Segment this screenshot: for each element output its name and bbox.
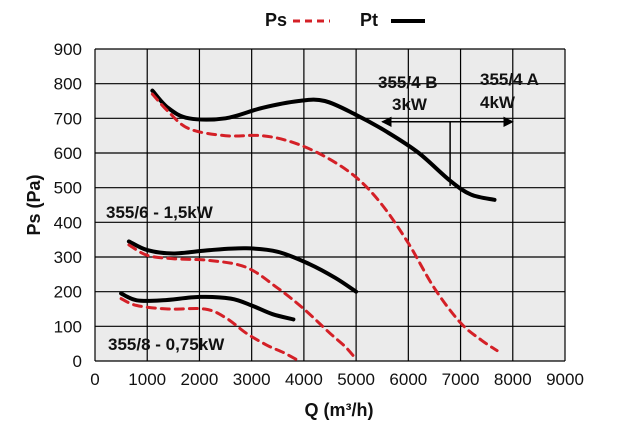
annotation-355-6: 355/6 - 1,5kW xyxy=(106,203,214,222)
legend: Ps Pt xyxy=(265,10,425,30)
y-axis-title: Ps (Pa) xyxy=(24,174,44,235)
legend-label-ps: Ps xyxy=(265,10,287,30)
x-tick-label: 4000 xyxy=(285,370,323,389)
y-tick-label: 900 xyxy=(54,40,82,59)
x-tick-label: 2000 xyxy=(181,370,219,389)
legend-label-pt: Pt xyxy=(360,10,378,30)
annotation-4kw: 4kW xyxy=(480,93,516,112)
annotation-355-4-a: 355/4 A xyxy=(480,70,539,89)
series-line-355-4-ps xyxy=(150,92,499,353)
x-tick-label: 1000 xyxy=(128,370,166,389)
x-tick-label: 0 xyxy=(90,370,99,389)
x-tick-label: 8000 xyxy=(494,370,532,389)
x-tick-label: 5000 xyxy=(337,370,375,389)
x-tick-label: 7000 xyxy=(442,370,480,389)
y-tick-label: 800 xyxy=(54,75,82,94)
series-line-355-6-ps xyxy=(127,243,358,361)
x-tick-label: 3000 xyxy=(233,370,271,389)
y-tick-label: 0 xyxy=(73,352,82,371)
x-tick-label: 6000 xyxy=(389,370,427,389)
x-axis-title: Q (m³/h) xyxy=(305,400,374,420)
annotation-355-8: 355/8 - 0,75kW xyxy=(108,335,225,354)
series-line-355-8-pt xyxy=(119,291,296,322)
annotation-3kw: 3kW xyxy=(392,95,428,114)
y-tick-label: 700 xyxy=(54,109,82,128)
y-tick-label: 400 xyxy=(54,213,82,232)
grid-lines xyxy=(94,48,566,362)
annotation-355-4-b: 355/4 B xyxy=(378,73,438,92)
x-tick-label: 9000 xyxy=(546,370,584,389)
y-tick-label: 200 xyxy=(54,283,82,302)
y-tick-label: 500 xyxy=(54,179,82,198)
y-tick-label: 600 xyxy=(54,144,82,163)
range-markers xyxy=(381,116,514,186)
y-tick-label: 300 xyxy=(54,248,82,267)
series-line-355-6-pt xyxy=(126,239,359,294)
tick-labels: 0 1000 2000 3000 4000 5000 6000 7000 8000 9000 0 10… xyxy=(54,40,584,389)
y-tick-label: 100 xyxy=(54,317,82,336)
series-line-355-8-ps xyxy=(119,297,298,361)
